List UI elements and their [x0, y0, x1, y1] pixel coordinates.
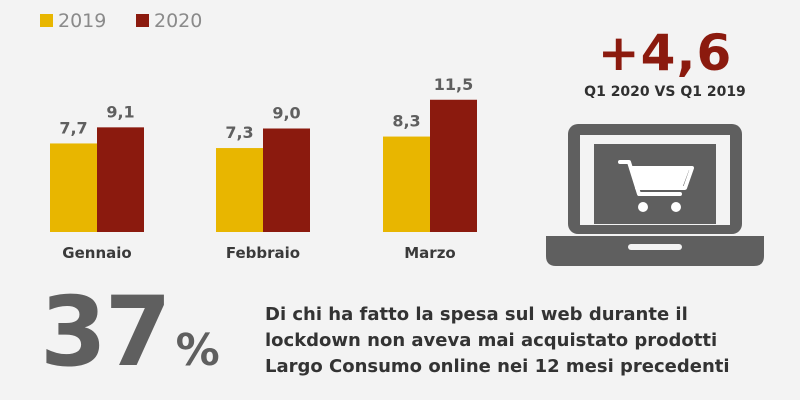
value-label-marzo-2019: 8,3 — [392, 112, 420, 131]
category-label-gennaio: Gennaio — [62, 244, 131, 262]
value-label-febbraio-2020: 9,0 — [272, 104, 300, 123]
description-line: lockdown non aveva mai acquistato prodot… — [265, 330, 718, 351]
bar-marzo-2019 — [383, 136, 430, 232]
legend-label-2019: 2019 — [58, 10, 106, 32]
percent-highlight: 37% — [40, 282, 220, 382]
percent-symbol: % — [175, 325, 220, 376]
bar-chart: 2019 2020 7,7 9,1 Gennaio 7,3 9,0 Febbraio 8,3 1… — [40, 10, 477, 262]
value-label-gennaio-2019: 7,7 — [59, 118, 87, 137]
kpi-value: +4,6 — [597, 24, 733, 82]
description-line: Largo Consumo online nei 12 mesi precede… — [265, 356, 730, 377]
category-label-marzo: Marzo — [404, 244, 455, 262]
chart-labels: 7,7 9,1 Gennaio 7,3 9,0 Febbraio 8,3 11,5 Marzo — [59, 75, 473, 262]
chart-legend: 2019 2020 — [40, 10, 202, 32]
value-label-febbraio-2019: 7,3 — [225, 123, 253, 142]
bar-febbraio-2019 — [216, 148, 263, 232]
chart-bars — [50, 99, 477, 232]
value-label-marzo-2020: 11,5 — [434, 75, 473, 94]
kpi-box: +4,6 Q1 2020 VS Q1 2019 — [560, 26, 770, 100]
description-line: Di chi ha fatto la spesa sul web durante… — [265, 304, 688, 325]
bar-gennaio-2020 — [97, 127, 144, 232]
description-text: Di chi ha fatto la spesa sul web durante… — [265, 302, 785, 380]
kpi-caption: Q1 2020 VS Q1 2019 — [584, 84, 746, 100]
legend-swatch-2019 — [40, 14, 53, 27]
bar-febbraio-2020 — [263, 128, 310, 232]
laptop-shopping-cart-icon — [546, 124, 764, 266]
percent-value: 37 — [40, 276, 172, 388]
legend-swatch-2020 — [136, 14, 149, 27]
bar-gennaio-2019 — [50, 143, 97, 232]
legend-label-2020: 2020 — [154, 10, 202, 32]
category-label-febbraio: Febbraio — [226, 244, 300, 262]
value-label-gennaio-2020: 9,1 — [106, 102, 134, 121]
bar-marzo-2020 — [430, 99, 477, 232]
